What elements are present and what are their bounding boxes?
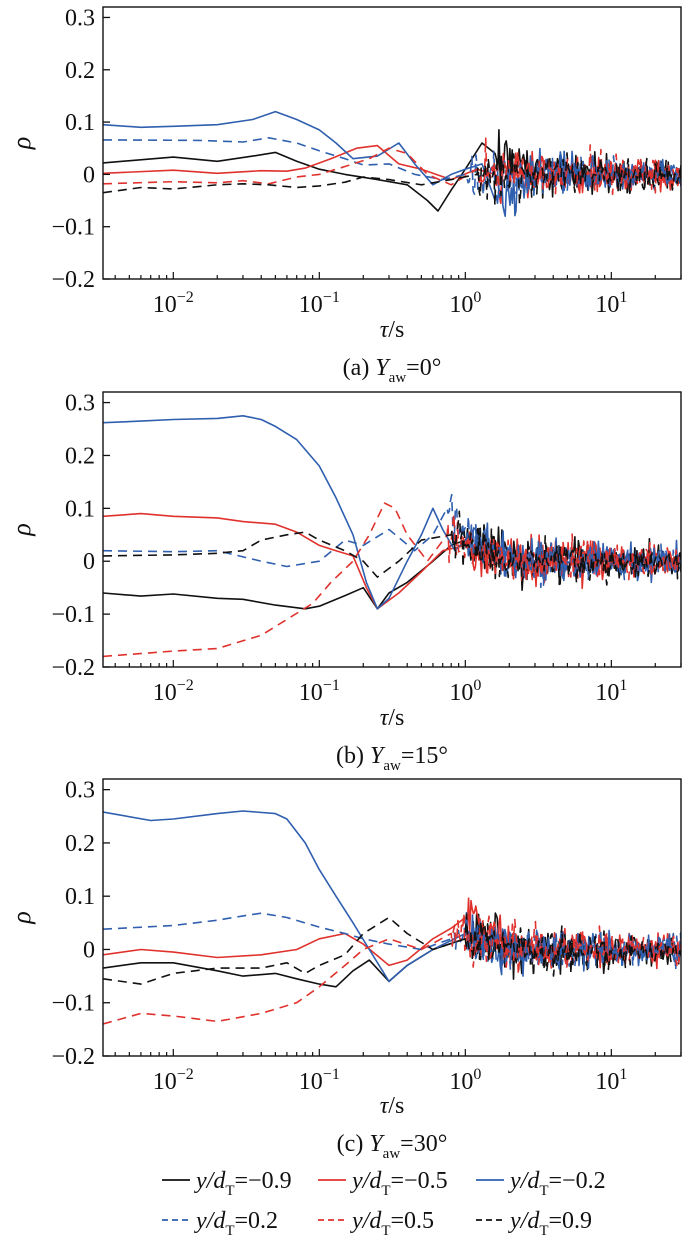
plot-lines	[103, 110, 681, 217]
legend-item: y/dT=−0.5	[318, 1168, 448, 1199]
panel-caption: (c) Yaw=30°	[337, 1131, 448, 1162]
x-tick-label: 100	[449, 677, 481, 706]
y-tick-label: 0.2	[65, 831, 95, 857]
y-tick-label: 0.3	[65, 778, 95, 804]
x-tick-label: 101	[595, 1066, 627, 1095]
legend-item: y/dT=0.5	[318, 1208, 434, 1239]
y-tick-label: −0.2	[51, 267, 95, 293]
chart-panel: 0.3 0.2 0.1 0 −0.1 −0.2 10−2 10−1 100 101 τ/s ρ (b) …	[7, 391, 682, 774]
y-tick-label: 0.1	[65, 884, 95, 910]
chart-panels: 0.3 0.2 0.1 0 −0.1 −0.2 10−2 10−1 100 101 τ/s ρ (a) …	[7, 5, 682, 1162]
legend-item: y/dT=0.9	[476, 1208, 592, 1239]
legend-label: y/dT=−0.5	[350, 1168, 448, 1199]
legend-label: y/dT=0.2	[194, 1208, 278, 1239]
y-tick-label: −0.1	[51, 215, 95, 241]
panel-caption: (a) Yaw=0°	[343, 355, 442, 386]
x-tick-label: 10−2	[153, 289, 194, 318]
series-line-d-02	[103, 912, 681, 973]
panel-caption: (b) Yaw=15°	[336, 743, 448, 774]
x-axis-label: τ/s	[380, 705, 405, 731]
axis-ticks: 0.3 0.2 0.1 0 −0.1 −0.2 10−2 10−1 100 101	[51, 778, 682, 1095]
y-tick-label: 0.3	[65, 5, 95, 31]
y-axis-label: ρ	[7, 911, 36, 924]
series-line-s-02	[103, 415, 681, 610]
plot-frame	[102, 778, 682, 1057]
legend-item: y/dT=0.2	[162, 1208, 278, 1239]
legend-label: y/dT=−0.2	[508, 1168, 606, 1199]
y-axis-label: ρ	[7, 523, 36, 536]
x-tick-label: 101	[595, 289, 627, 318]
legend-label: y/dT=0.9	[508, 1208, 592, 1239]
y-tick-label: 0.2	[65, 443, 95, 469]
plot-lines	[103, 415, 681, 658]
y-tick-label: 0.3	[65, 391, 95, 417]
series-line-d-09	[103, 510, 681, 586]
axis-ticks: 0.3 0.2 0.1 0 −0.1 −0.2 10−2 10−1 100 101	[51, 391, 682, 706]
x-tick-label: 100	[449, 289, 481, 318]
plot-frame	[102, 6, 682, 280]
x-axis-label: τ/s	[380, 1093, 405, 1119]
y-tick-label: 0.2	[65, 58, 95, 84]
legend-item: y/dT=−0.2	[476, 1168, 606, 1199]
x-tick-label: 10−1	[299, 289, 340, 318]
y-tick-label: 0	[83, 549, 95, 575]
y-tick-label: 0	[83, 162, 95, 188]
y-tick-label: −0.1	[51, 602, 95, 628]
plot-lines	[103, 810, 681, 1025]
legend-item: y/dT=−0.9	[162, 1168, 292, 1199]
axis-ticks: 0.3 0.2 0.1 0 −0.1 −0.2 10−2 10−1 100 101	[51, 5, 682, 318]
y-tick-label: 0	[83, 937, 95, 963]
x-tick-label: 101	[595, 677, 627, 706]
series-line-d-05	[103, 912, 681, 1025]
y-tick-label: −0.2	[51, 1044, 95, 1070]
legend-label: y/dT=0.5	[350, 1208, 434, 1239]
legend-label: y/dT=−0.9	[194, 1168, 292, 1199]
x-tick-label: 10−2	[153, 677, 194, 706]
x-axis-label: τ/s	[380, 317, 405, 343]
y-axis-label: ρ	[7, 137, 36, 150]
chart-panel: 0.3 0.2 0.1 0 −0.1 −0.2 10−2 10−1 100 101 τ/s ρ (c) …	[7, 778, 682, 1162]
x-tick-label: 10−2	[153, 1066, 194, 1095]
y-tick-label: −0.2	[51, 655, 95, 681]
x-tick-label: 100	[449, 1066, 481, 1095]
series-line-d-05	[103, 502, 681, 658]
y-tick-label: −0.1	[51, 991, 95, 1017]
plot-frame	[102, 391, 682, 668]
y-tick-label: 0.1	[65, 110, 95, 136]
y-tick-label: 0.1	[65, 496, 95, 522]
figure-legend: y/dT=−0.9 y/dT=−0.5 y/dT=−0.2 y/dT=0.2 y/dT=…	[162, 1168, 606, 1239]
series-line-d-09	[103, 152, 681, 206]
chart-panel: 0.3 0.2 0.1 0 −0.1 −0.2 10−2 10−1 100 101 τ/s ρ (a) …	[7, 5, 682, 386]
series-line-d-09	[103, 913, 681, 985]
x-tick-label: 10−1	[299, 1066, 340, 1095]
x-tick-label: 10−1	[299, 677, 340, 706]
